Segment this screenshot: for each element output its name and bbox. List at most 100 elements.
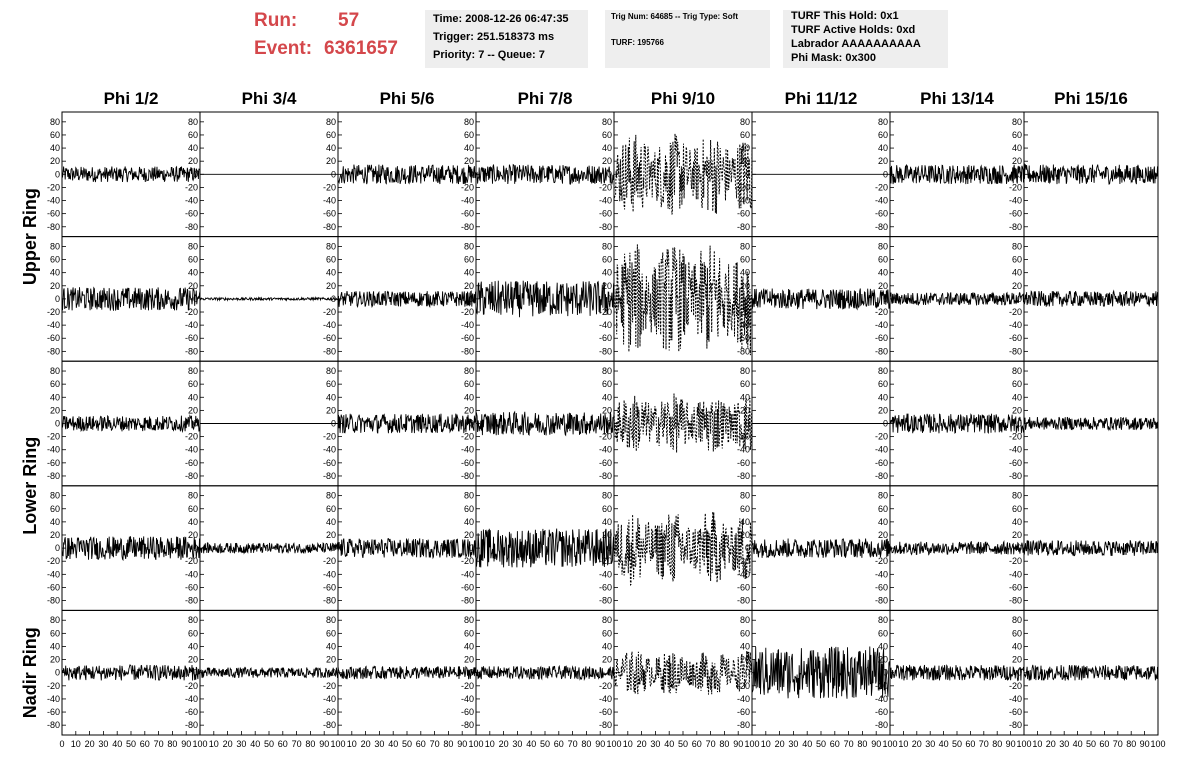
y-tick-label: 20 xyxy=(50,530,60,540)
y-tick-label: -40 xyxy=(737,320,750,330)
x-tick-label: 40 xyxy=(526,739,536,749)
x-tick-label: 30 xyxy=(788,739,798,749)
x-tick-label: 50 xyxy=(1086,739,1096,749)
y-tick-label: 60 xyxy=(188,628,198,638)
y-tick-label: -20 xyxy=(185,182,198,192)
x-tick-label: 30 xyxy=(98,739,108,749)
y-tick-label: -60 xyxy=(599,458,612,468)
y-tick-label: -80 xyxy=(47,222,60,232)
y-tick-label: 0 xyxy=(193,294,198,304)
y-tick-label: 20 xyxy=(326,655,336,665)
y-tick-label: -40 xyxy=(599,196,612,206)
y-tick-label: 0 xyxy=(193,419,198,429)
y-tick-label: -60 xyxy=(185,582,198,592)
waveform-trace xyxy=(889,664,1025,682)
y-tick-label: 60 xyxy=(878,379,888,389)
turf-hold-text: TURF This Hold: 0x1 xyxy=(791,10,899,22)
x-tick-label: 0 xyxy=(59,739,64,749)
y-tick-label: 0 xyxy=(745,543,750,553)
y-tick-label: -60 xyxy=(875,209,888,219)
y-tick-label: -80 xyxy=(1009,346,1022,356)
y-tick-label: 60 xyxy=(1012,130,1022,140)
y-tick-label: -40 xyxy=(737,196,750,206)
waveform-trace xyxy=(337,164,477,185)
y-tick-label: -40 xyxy=(875,694,888,704)
x-tick-label: 60 xyxy=(554,739,564,749)
x-tick-label: 100 xyxy=(1150,739,1165,749)
x-tick-label: 90 xyxy=(457,739,467,749)
y-tick-label: -20 xyxy=(875,432,888,442)
waveform-trace xyxy=(61,165,201,183)
y-tick-label: 40 xyxy=(326,517,336,527)
y-tick-label: -20 xyxy=(599,556,612,566)
y-tick-label: 80 xyxy=(1012,117,1022,127)
y-tick-label: -40 xyxy=(875,320,888,330)
x-tick-label: 50 xyxy=(816,739,826,749)
waveform-trace xyxy=(199,542,339,555)
y-tick-label: -60 xyxy=(323,707,336,717)
trig-num-text: Trig Num: 64685 -- Trig Type: Soft xyxy=(611,12,738,21)
y-tick-label: 20 xyxy=(602,405,612,415)
y-tick-label: 20 xyxy=(188,405,198,415)
x-tick-label: 50 xyxy=(678,739,688,749)
y-tick-label: 0 xyxy=(193,543,198,553)
y-tick-label: 20 xyxy=(50,281,60,291)
y-tick-label: -80 xyxy=(47,471,60,481)
y-tick-label: -60 xyxy=(599,333,612,343)
y-tick-label: 0 xyxy=(55,668,60,678)
y-tick-label: -80 xyxy=(1009,720,1022,730)
y-tick-label: -40 xyxy=(47,196,60,206)
y-tick-label: -80 xyxy=(47,596,60,606)
y-tick-label: -80 xyxy=(323,346,336,356)
y-tick-label: 60 xyxy=(188,130,198,140)
y-tick-label: 40 xyxy=(602,268,612,278)
y-tick-label: 40 xyxy=(602,392,612,402)
y-tick-label: 20 xyxy=(740,281,750,291)
waveform-trace xyxy=(337,413,477,434)
y-tick-label: 80 xyxy=(188,615,198,625)
y-tick-label: 0 xyxy=(55,169,60,179)
x-tick-label: 70 xyxy=(979,739,989,749)
y-tick-label: 80 xyxy=(326,117,336,127)
y-tick-label: -40 xyxy=(323,196,336,206)
y-tick-label: 60 xyxy=(878,628,888,638)
y-tick-label: 80 xyxy=(464,366,474,376)
y-tick-label: -80 xyxy=(737,346,750,356)
y-tick-label: 80 xyxy=(50,366,60,376)
y-tick-label: -60 xyxy=(461,333,474,343)
waveform-trace xyxy=(889,540,1025,556)
y-tick-label: -40 xyxy=(1009,694,1022,704)
x-tick-label: 20 xyxy=(912,739,922,749)
y-tick-label: -80 xyxy=(875,346,888,356)
y-tick-label: -40 xyxy=(47,445,60,455)
y-tick-label: -20 xyxy=(47,432,60,442)
y-tick-label: 60 xyxy=(1012,628,1022,638)
y-tick-label: 60 xyxy=(326,504,336,514)
y-tick-label: 80 xyxy=(326,491,336,501)
y-tick-label: 20 xyxy=(602,281,612,291)
y-tick-label: 60 xyxy=(878,504,888,514)
y-tick-label: -60 xyxy=(875,333,888,343)
y-tick-label: 80 xyxy=(188,491,198,501)
y-tick-label: -80 xyxy=(599,471,612,481)
x-tick-label: 80 xyxy=(992,739,1002,749)
y-tick-label: 80 xyxy=(50,241,60,251)
y-tick-label: -40 xyxy=(185,445,198,455)
y-tick-label: 20 xyxy=(1012,156,1022,166)
y-tick-label: -80 xyxy=(1009,222,1022,232)
y-tick-label: 40 xyxy=(740,517,750,527)
y-tick-label: -20 xyxy=(737,556,750,566)
y-tick-label: 40 xyxy=(878,143,888,153)
x-tick-label: 20 xyxy=(637,739,647,749)
x-tick-label: 100 xyxy=(330,739,345,749)
turf-text: TURF: 195766 xyxy=(611,38,664,47)
y-tick-label: -20 xyxy=(1009,556,1022,566)
y-tick-label: 40 xyxy=(464,517,474,527)
y-tick-label: -20 xyxy=(875,182,888,192)
y-tick-label: 80 xyxy=(740,491,750,501)
y-tick-label: 20 xyxy=(50,405,60,415)
x-tick-label: 40 xyxy=(112,739,122,749)
y-tick-label: -60 xyxy=(1009,707,1022,717)
x-tick-label: 60 xyxy=(278,739,288,749)
y-tick-label: -20 xyxy=(1009,182,1022,192)
